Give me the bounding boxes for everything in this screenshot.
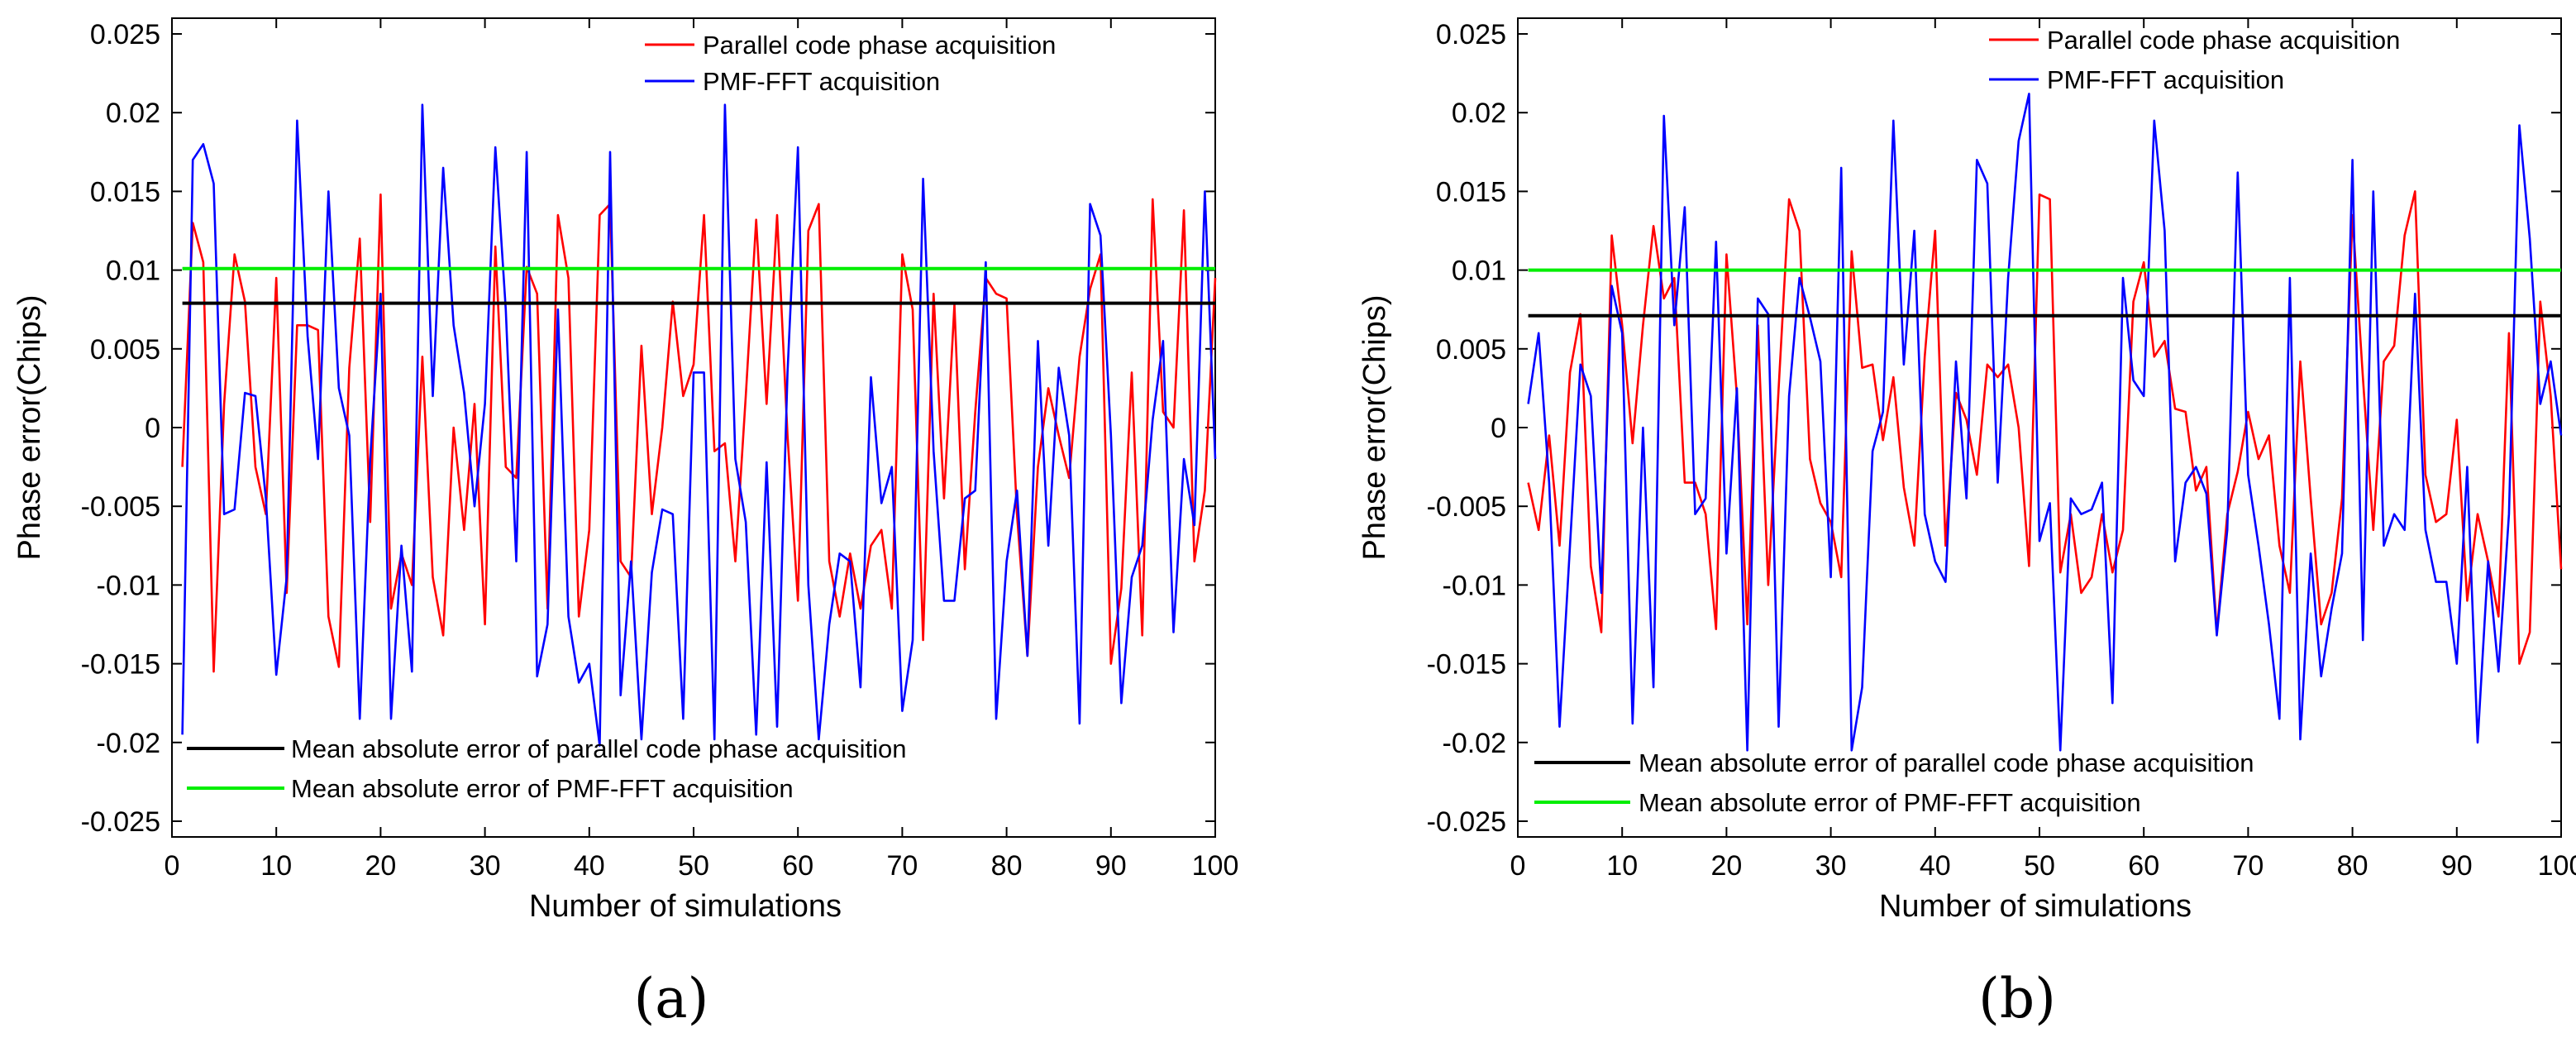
chart-panel-a: 0 10 20 30 40 50 60 70 80 90 100 -0.025 -0.02 -0.015… (12, 17, 1239, 1030)
panel-label-b: (b) (1978, 967, 2056, 1030)
x-tick-label-a: 50 (678, 850, 709, 882)
x-tick-label-b: 60 (2128, 850, 2159, 882)
y-tick-label-b: -0.015 (1427, 649, 1506, 681)
series-line-parallel-b (1527, 190, 2563, 665)
y-ticks-a: -0.025 -0.02 -0.015 -0.01 -0.005 0 0.005 0.01 0.… (81, 19, 1215, 838)
y-tick-label-b: -0.025 (1427, 806, 1506, 838)
legend-bottom-a: Mean absolute error of parallel code pha… (187, 734, 906, 803)
x-tick-label-b: 80 (2337, 850, 2368, 882)
legend-label-parallel-a: Parallel code phase acquisition (703, 31, 1056, 60)
y-tick-label-b: -0.01 (1443, 570, 1507, 601)
legend-top-a: Parallel code phase acquisition PMF-FFT … (645, 31, 1056, 96)
legend-label-mae-pmf-b: Mean absolute error of PMF-FFT acquisiti… (1639, 788, 2141, 817)
panel-label-a: (a) (634, 967, 709, 1030)
x-tick-label-b: 100 (2538, 850, 2576, 882)
y-tick-label-a: 0.015 (90, 176, 160, 208)
x-tick-label-a: 10 (260, 850, 292, 882)
x-tick-label-a: 0 (165, 850, 180, 882)
series-a (181, 103, 1217, 747)
series-line-parallel-a (181, 193, 1217, 673)
legend-bottom-b: Mean absolute error of parallel code pha… (1534, 748, 2254, 817)
y-axis-label-b: Phase error(Chips) (1357, 295, 1392, 561)
legend-top-b: Parallel code phase acquisition PMF-FFT … (1989, 26, 2400, 94)
x-axis-label-a: Number of simulations (529, 889, 842, 924)
x-tick-label-a: 30 (470, 850, 501, 882)
series-b (1527, 93, 2563, 752)
y-tick-label-a: -0.01 (97, 570, 161, 601)
x-ticks-a: 0 10 20 30 40 50 60 70 80 90 100 (165, 18, 1239, 882)
plot-frame-b (1517, 17, 2562, 838)
legend-label-pmf-b: PMF-FFT acquisition (2047, 65, 2284, 94)
y-tick-label-a: -0.005 (81, 491, 160, 523)
x-tick-label-b: 40 (1920, 850, 1951, 882)
x-tick-label-b: 0 (1510, 850, 1526, 882)
y-tick-label-b: 0.015 (1436, 176, 1506, 208)
y-tick-label-b: 0.02 (1452, 98, 1506, 129)
y-tick-label-b: 0.025 (1436, 19, 1506, 50)
x-tick-label-b: 70 (2232, 850, 2264, 882)
x-tick-label-a: 60 (782, 850, 813, 882)
legend-label-mae-parallel-b: Mean absolute error of parallel code pha… (1639, 748, 2254, 777)
y-tick-label-a: 0.02 (106, 98, 160, 129)
plot-frame-a (171, 17, 1216, 838)
y-tick-label-b: -0.005 (1427, 491, 1506, 523)
x-tick-label-a: 90 (1095, 850, 1127, 882)
y-axis-label-a: Phase error(Chips) (12, 295, 47, 561)
legend-label-mae-parallel-a: Mean absolute error of parallel code pha… (291, 734, 906, 763)
x-tick-label-a: 100 (1192, 850, 1239, 882)
legend-label-pmf-a: PMF-FFT acquisition (703, 67, 940, 96)
legend-label-mae-pmf-a: Mean absolute error of PMF-FFT acquisiti… (291, 774, 794, 803)
y-ticks-b: -0.025 -0.02 -0.015 -0.01 -0.005 0 0.005 0.01 0.… (1427, 19, 2561, 838)
series-line-pmf-b (1527, 93, 2563, 752)
y-tick-label-a: 0 (145, 413, 160, 444)
y-tick-label-a: 0.005 (90, 334, 160, 366)
y-tick-label-a: -0.025 (81, 806, 160, 838)
y-tick-label-a: -0.02 (97, 728, 161, 759)
y-tick-label-a: 0.01 (106, 256, 160, 287)
x-axis-label-b: Number of simulations (1879, 889, 2192, 924)
x-tick-label-a: 20 (365, 850, 396, 882)
x-ticks-b: 0 10 20 30 40 50 60 70 80 90 100 (1510, 18, 2576, 882)
y-tick-label-a: 0.025 (90, 19, 160, 50)
y-tick-label-b: -0.02 (1443, 728, 1507, 759)
chart-panel-b: 0 10 20 30 40 50 60 70 80 90 100 -0.025 -0.02 -0.015… (1357, 17, 2576, 1030)
x-tick-label-a: 40 (574, 850, 605, 882)
x-tick-label-b: 50 (2024, 850, 2055, 882)
x-tick-label-b: 90 (2441, 850, 2473, 882)
x-tick-label-b: 30 (1815, 850, 1847, 882)
x-tick-label-b: 20 (1710, 850, 1742, 882)
x-tick-label-b: 10 (1606, 850, 1638, 882)
legend-label-parallel-b: Parallel code phase acquisition (2047, 26, 2400, 55)
x-tick-label-a: 70 (886, 850, 918, 882)
y-tick-label-b: 0.005 (1436, 334, 1506, 366)
y-tick-label-b: 0.01 (1452, 256, 1506, 287)
y-tick-label-a: -0.015 (81, 649, 160, 681)
x-tick-label-a: 80 (991, 850, 1023, 882)
y-tick-label-b: 0 (1491, 413, 1506, 444)
series-line-pmf-a (181, 103, 1217, 747)
